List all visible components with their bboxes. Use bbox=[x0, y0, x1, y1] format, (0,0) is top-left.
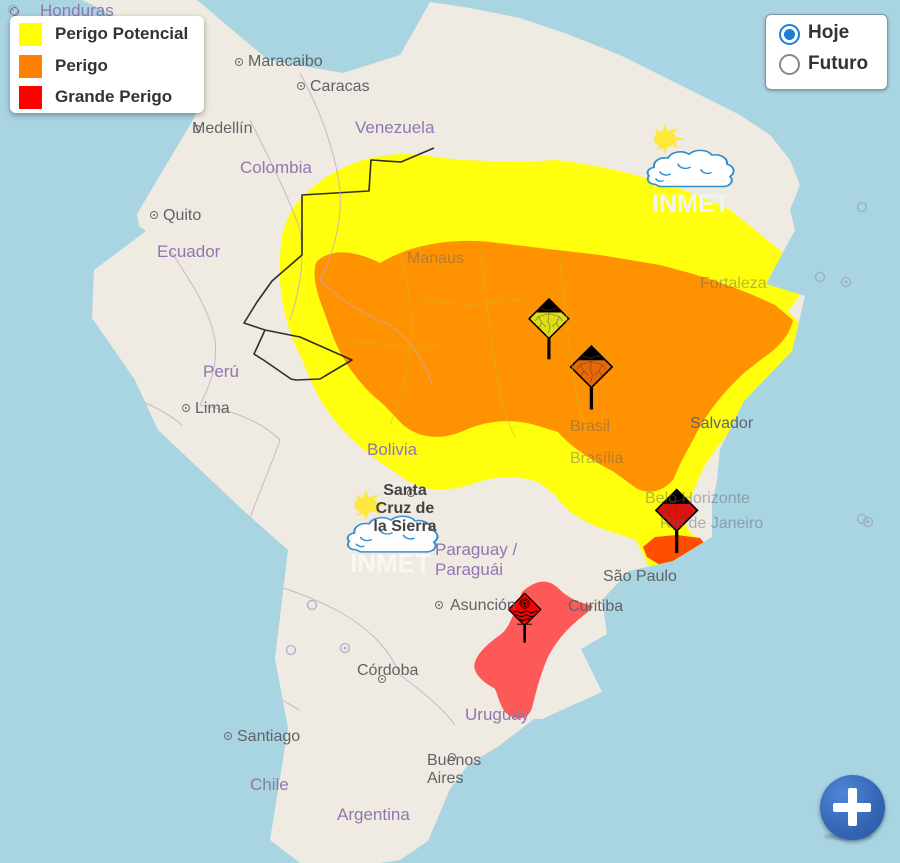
svg-text:INMET: INMET bbox=[350, 548, 431, 578]
svg-text:INMET: INMET bbox=[652, 190, 730, 218]
